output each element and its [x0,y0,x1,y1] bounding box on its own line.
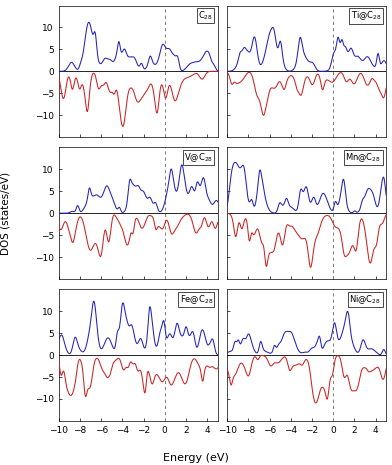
Text: C$_{28}$: C$_{28}$ [198,9,213,22]
Text: V@C$_{28}$: V@C$_{28}$ [184,152,213,164]
Text: Energy (eV): Energy (eV) [163,452,229,463]
Text: Mn@C$_{28}$: Mn@C$_{28}$ [345,152,381,164]
Text: Fe@C$_{28}$: Fe@C$_{28}$ [180,293,213,306]
Text: Ni@C$_{28}$: Ni@C$_{28}$ [349,293,381,306]
Text: Ti@C$_{28}$: Ti@C$_{28}$ [350,9,381,22]
Text: DOS (states/eV): DOS (states/eV) [1,173,11,255]
